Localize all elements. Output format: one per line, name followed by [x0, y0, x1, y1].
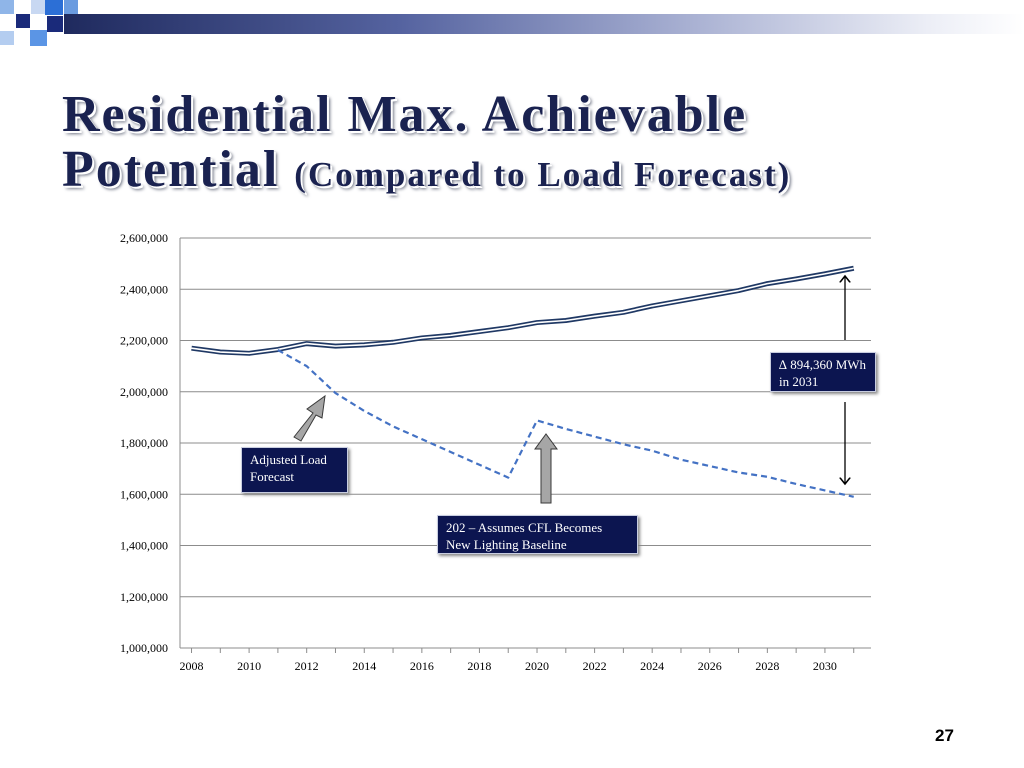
header-gradient-bar: [64, 14, 1024, 34]
y-tick-label: 2,400,000: [120, 282, 168, 296]
decor-square: [30, 30, 47, 46]
decor-square: [0, 31, 14, 45]
adjusted-forecast-line: [277, 349, 854, 498]
x-tick-label: 2016: [410, 659, 434, 673]
decor-square: [31, 0, 45, 14]
x-tick-label: 2012: [295, 659, 319, 673]
load-forecast-line-inner: [191, 267, 854, 355]
x-tick-label: 2018: [467, 659, 491, 673]
y-tick-label: 1,800,000: [120, 436, 168, 450]
x-tick-label: 2024: [640, 659, 664, 673]
title-subtitle: (Compared to Load Forecast): [294, 154, 792, 194]
x-tick-label: 2014: [352, 659, 376, 673]
y-tick-label: 1,400,000: [120, 539, 168, 553]
y-tick-label: 1,000,000: [120, 641, 168, 655]
x-tick-label: 2026: [698, 659, 722, 673]
decor-square: [45, 0, 63, 15]
adjusted-pointer-arrow: [293, 394, 326, 442]
y-tick-label: 1,200,000: [120, 590, 168, 604]
x-tick-label: 2008: [180, 659, 204, 673]
x-tick-label: 2020: [525, 659, 549, 673]
y-tick-label: 1,600,000: [120, 487, 168, 501]
cfl-baseline-callout: 202 – Assumes CFL Becomes New Lighting B…: [437, 515, 638, 554]
x-tick-label: 2022: [583, 659, 607, 673]
adjusted-forecast-callout: Adjusted Load Forecast: [241, 447, 348, 493]
x-tick-label: 2028: [755, 659, 779, 673]
decor-square: [47, 16, 63, 32]
y-tick-label: 2,000,000: [120, 385, 168, 399]
delta-callout: ∆ 894,360 MWh in 2031: [770, 352, 876, 392]
y-tick-label: 2,200,000: [120, 334, 168, 348]
x-tick-label: 2030: [813, 659, 837, 673]
title-main: Potential: [62, 140, 280, 198]
title-line-2: Potential (Compared to Load Forecast): [62, 140, 982, 198]
cfl-pointer-arrow: [534, 433, 558, 504]
decor-square: [64, 0, 78, 14]
y-tick-label: 2,600,000: [120, 231, 168, 245]
x-tick-label: 2010: [237, 659, 261, 673]
decor-square: [16, 14, 30, 28]
decor-square: [0, 0, 14, 14]
page-number: 27: [935, 726, 954, 745]
title-line-1: Residential Max. Achievable: [62, 86, 748, 143]
slide-title: Residential Max. Achievable Potential (C…: [62, 86, 982, 198]
